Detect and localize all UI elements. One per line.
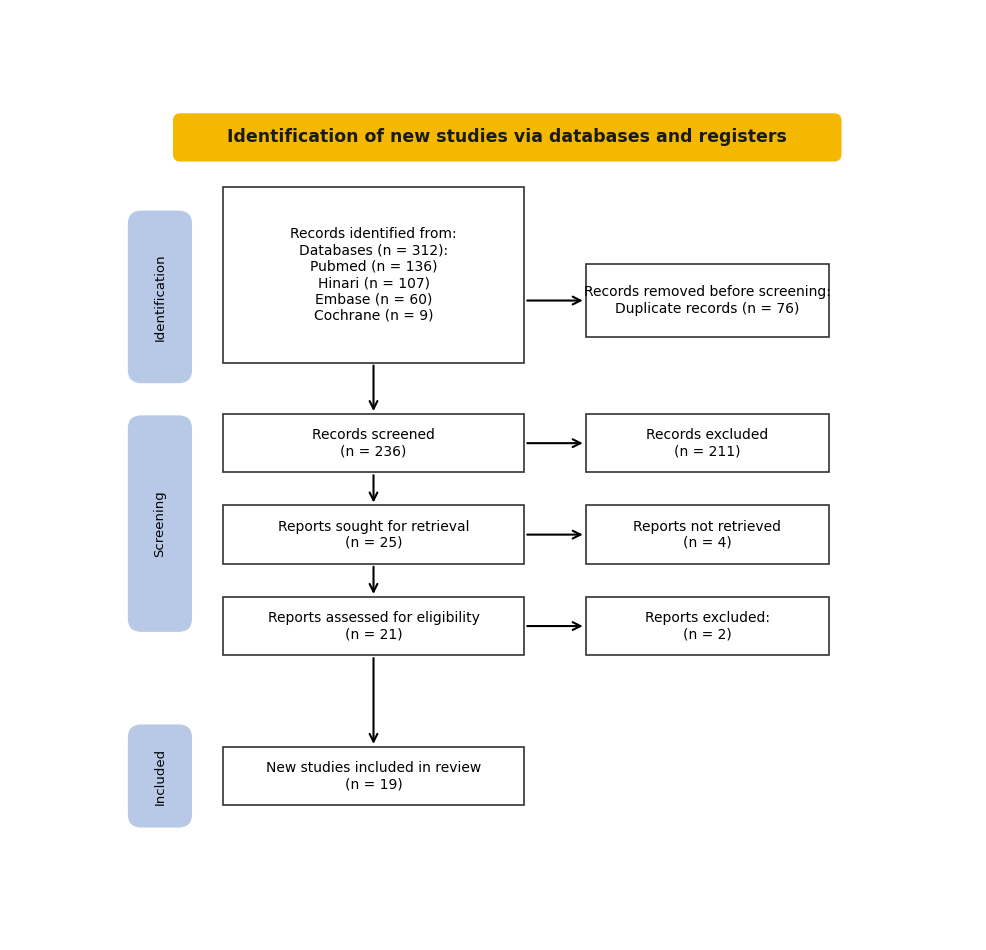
- Text: Identification of new studies via databases and registers: Identification of new studies via databa…: [228, 128, 787, 146]
- Text: Records excluded
(n = 211): Records excluded (n = 211): [646, 428, 768, 458]
- FancyBboxPatch shape: [223, 747, 525, 806]
- FancyBboxPatch shape: [173, 113, 841, 162]
- Text: Records removed before screening:
Duplicate records (n = 76): Records removed before screening: Duplic…: [584, 285, 830, 315]
- FancyBboxPatch shape: [128, 415, 192, 632]
- FancyBboxPatch shape: [586, 264, 828, 337]
- FancyBboxPatch shape: [586, 414, 828, 472]
- FancyBboxPatch shape: [223, 187, 525, 363]
- Text: Reports excluded:
(n = 2): Reports excluded: (n = 2): [645, 611, 769, 641]
- Text: Reports not retrieved
(n = 4): Reports not retrieved (n = 4): [633, 520, 781, 550]
- Text: Included: Included: [154, 748, 167, 805]
- FancyBboxPatch shape: [128, 725, 192, 827]
- Text: New studies included in review
(n = 19): New studies included in review (n = 19): [266, 761, 481, 791]
- FancyBboxPatch shape: [586, 505, 828, 564]
- Text: Records screened
(n = 236): Records screened (n = 236): [313, 428, 435, 458]
- FancyBboxPatch shape: [223, 414, 525, 472]
- FancyBboxPatch shape: [586, 597, 828, 656]
- Text: Screening: Screening: [154, 490, 167, 557]
- FancyBboxPatch shape: [223, 505, 525, 564]
- Text: Reports assessed for eligibility
(n = 21): Reports assessed for eligibility (n = 21…: [267, 611, 479, 641]
- Text: Identification: Identification: [154, 253, 167, 341]
- Text: Reports sought for retrieval
(n = 25): Reports sought for retrieval (n = 25): [278, 520, 469, 550]
- FancyBboxPatch shape: [223, 597, 525, 656]
- FancyBboxPatch shape: [128, 211, 192, 383]
- Text: Records identified from:
Databases (n = 312):
Pubmed (n = 136)
Hinari (n = 107)
: Records identified from: Databases (n = …: [290, 227, 457, 322]
